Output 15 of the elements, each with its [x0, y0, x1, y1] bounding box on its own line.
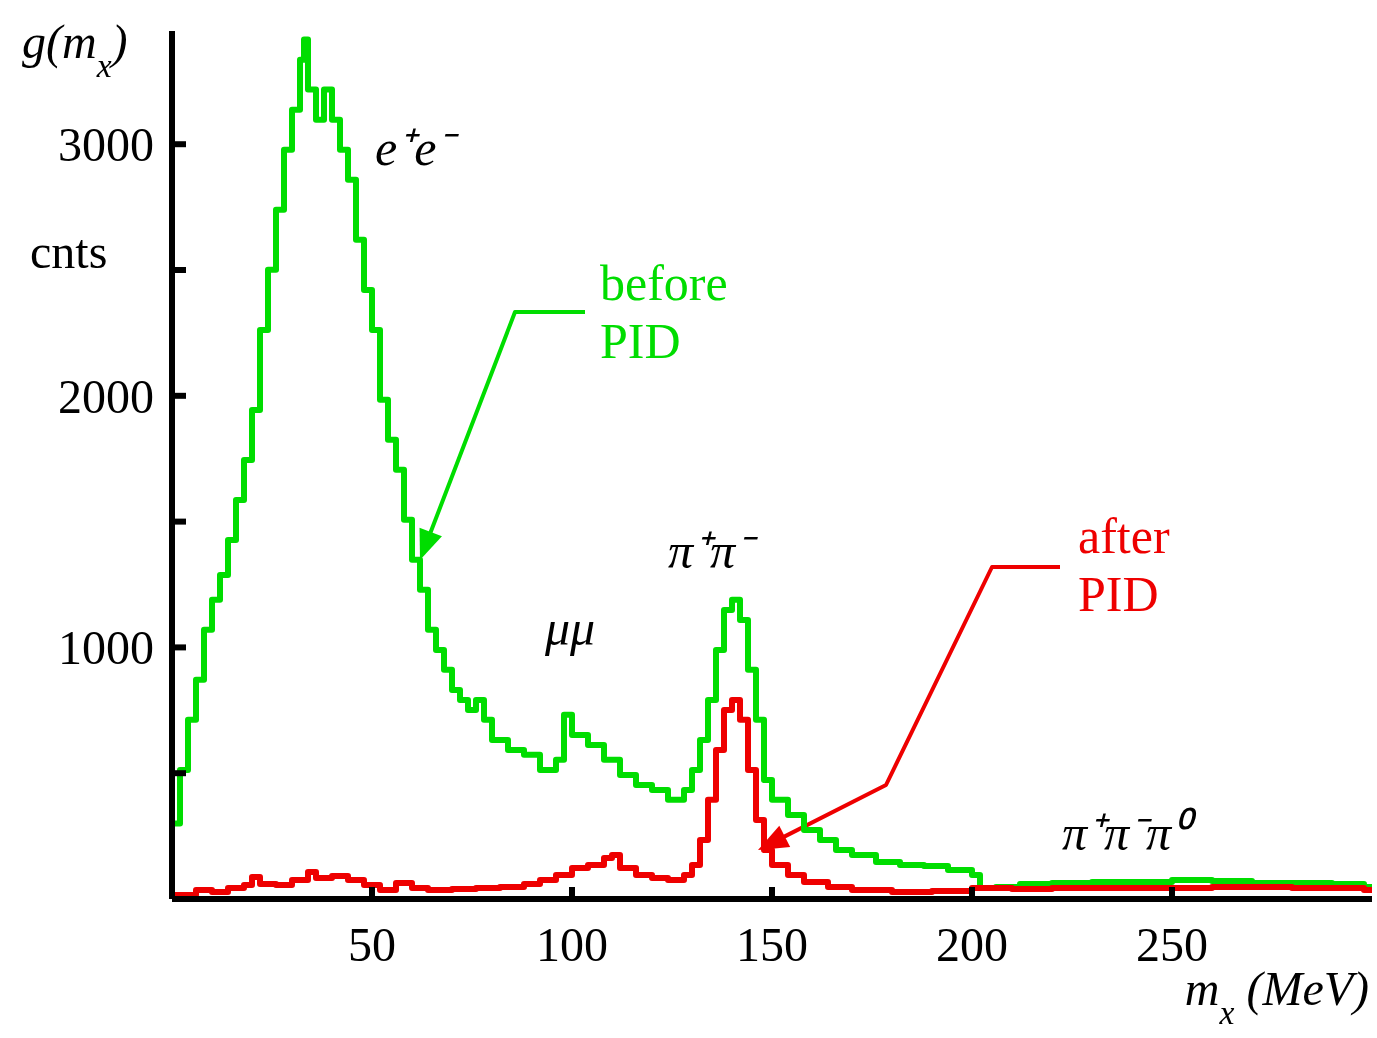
text: cnts	[30, 225, 108, 278]
annotation: π⁺π⁻π⁰	[1062, 805, 1198, 861]
text: before PID	[600, 255, 728, 369]
annotation: π⁺π⁻	[668, 523, 759, 579]
y-tick-label: 3000	[58, 118, 154, 172]
annotation: e⁺e⁻	[375, 120, 460, 176]
y-tick-label: 2000	[58, 369, 154, 423]
x-tick-label: 100	[536, 918, 608, 972]
x-tick-label: 50	[348, 918, 396, 972]
annotation: μμ	[544, 600, 596, 656]
x-tick-label: 150	[736, 918, 808, 972]
y-axis-title: g(m$_{x}$)	[22, 15, 128, 84]
x-tick-label: 200	[936, 918, 1008, 972]
y-tick-label: 1000	[58, 621, 154, 675]
text: after PID	[1078, 508, 1170, 622]
